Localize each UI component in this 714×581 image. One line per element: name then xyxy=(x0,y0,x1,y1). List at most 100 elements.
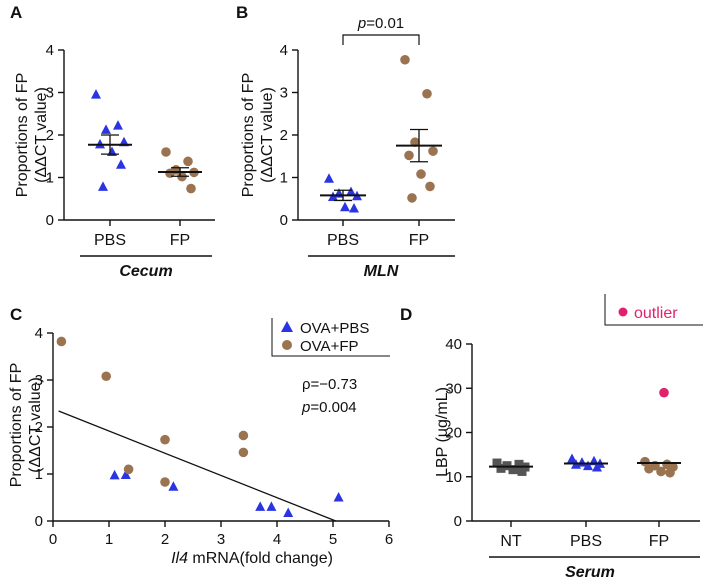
panel-b-group-label: MLN xyxy=(364,263,399,280)
data-point-nt xyxy=(492,458,502,468)
panel-b: B Proportions of FP (ΔΔCT value) 0 1 2 3 4 PB… xyxy=(236,3,455,280)
panel-c-y-tick-label: 0 xyxy=(35,513,43,530)
panel-c-ylabel-line1: Proportions of FP xyxy=(8,363,25,488)
category-label-pbs: PBS xyxy=(94,232,126,249)
panel-d-y-tick-label: 30 xyxy=(445,380,462,397)
data-point-ova-fp xyxy=(238,447,249,458)
data-point-pbs xyxy=(91,89,101,99)
panel-d-y-tick-label: 10 xyxy=(445,469,462,486)
data-point-fp xyxy=(186,183,196,194)
data-point-pbs xyxy=(101,124,111,134)
panel-a-ylabel-line1: Proportions of FP xyxy=(14,73,31,198)
panel-c-y-tick-label: 4 xyxy=(35,325,43,342)
data-point-pbs xyxy=(95,138,105,149)
sem-error-bar-pbs xyxy=(334,189,352,202)
panel-d-y-tick-label: 0 xyxy=(454,513,462,530)
panel-a-y-tick-label: 0 xyxy=(46,212,54,229)
data-point-ova-pbs xyxy=(333,492,344,502)
legend-marker-ova-fp xyxy=(282,340,292,350)
legend-marker-ova-pbs xyxy=(281,321,293,332)
panel-c-x-tick-label: 4 xyxy=(273,531,281,548)
data-point-pbs xyxy=(98,181,108,191)
data-point-fp xyxy=(183,156,193,167)
data-point-fp xyxy=(428,146,438,156)
panel-a-y-tick-label: 2 xyxy=(46,127,54,144)
data-point-ova-pbs xyxy=(255,501,266,511)
data-point-ova-pbs xyxy=(283,507,294,518)
legend-label-ova-pbs: OVA+PBS xyxy=(300,320,369,337)
category-label-fp: FP xyxy=(649,533,669,550)
legend-label-outlier: outlier xyxy=(634,305,678,322)
panel-a-letter: A xyxy=(10,3,22,22)
panel-c-y-tick-label: 3 xyxy=(35,372,43,389)
panel-c-ylabel-line2: (ΔΔCT value) xyxy=(27,377,44,473)
panel-c: C Proportions of FP (ΔΔCT value) 0 1 2 3 4 0 1… xyxy=(8,305,393,567)
panel-c-x-tick-label: 5 xyxy=(329,531,337,548)
panel-b-ylabel-line2: (ΔΔCT value) xyxy=(259,87,276,183)
panel-c-legend: OVA+PBS OVA+FP xyxy=(271,318,390,357)
data-point-ova-pbs xyxy=(109,469,120,480)
panel-d: D LBP (μg/mL) 0 10 20 30 40 NT PBS FP outlier S… xyxy=(400,294,703,581)
data-point-pbs xyxy=(116,159,126,169)
panel-b-y-tick-label: 3 xyxy=(280,85,288,102)
panel-a-group-label: Cecum xyxy=(119,263,172,280)
sem-error-bar-fp xyxy=(410,128,428,163)
panel-b-letter: B xyxy=(236,3,248,22)
category-label-pbs: PBS xyxy=(570,533,602,550)
data-point-fp xyxy=(425,181,435,192)
category-label-fp: FP xyxy=(170,232,190,249)
data-point-ova-pbs xyxy=(120,469,131,479)
data-point-ova-fp xyxy=(101,371,111,382)
data-point-nt xyxy=(517,466,527,476)
panel-c-x-tick-label: 6 xyxy=(385,531,393,548)
data-point-ova-fp xyxy=(160,477,170,487)
data-point-fp xyxy=(407,193,417,203)
panel-b-y-tick-label: 2 xyxy=(280,127,288,144)
data-point-fp xyxy=(644,463,654,474)
panel-b-y-tick-label: 1 xyxy=(280,170,288,187)
data-point-pbs xyxy=(113,120,123,130)
panel-c-y-tick-label: 2 xyxy=(35,419,43,436)
panel-b-ylabel-line1: Proportions of FP xyxy=(240,73,257,198)
sem-error-bar-pbs xyxy=(101,134,119,155)
data-point-pbs xyxy=(349,203,359,213)
panel-b-y-tick-label: 4 xyxy=(280,42,288,59)
data-point-nt xyxy=(508,465,518,475)
panel-a: A Proportions of FP (ΔΔCT value) 0 1 2 3 4 PB… xyxy=(10,3,215,280)
panel-c-x-tick-label: 3 xyxy=(217,531,225,548)
panel-c-xlabel: Il4 mRNA(fold change) xyxy=(171,550,333,567)
legend-marker-outlier xyxy=(618,307,628,317)
panel-b-significance-bracket xyxy=(342,34,420,45)
data-point-pbs xyxy=(583,460,593,471)
panel-c-x-tick-label: 2 xyxy=(161,531,169,548)
panel-c-pvalue: p=0.004 xyxy=(301,399,357,416)
category-label-fp: FP xyxy=(409,232,429,249)
data-point-fp xyxy=(422,88,432,99)
data-point-fp xyxy=(640,456,650,467)
data-point-nt xyxy=(496,463,506,473)
panel-d-group-label: Serum xyxy=(565,564,615,581)
data-point-ova-fp xyxy=(123,464,134,475)
panel-c-y-tick-label: 1 xyxy=(35,466,43,483)
panel-c-x-tick-label: 1 xyxy=(105,531,113,548)
panel-d-ylabel: LBP (μg/mL) xyxy=(434,387,451,477)
data-point-nt xyxy=(514,459,524,469)
panel-a-y-tick-label: 4 xyxy=(46,42,54,59)
data-point-pbs xyxy=(592,461,602,472)
data-point-ova-fp xyxy=(238,430,249,441)
category-label-pbs: PBS xyxy=(327,232,359,249)
panel-a-y-tick-label: 3 xyxy=(46,85,54,102)
panel-c-rho: ρ=−0.73 xyxy=(302,376,357,393)
legend-label-ova-fp: OVA+FP xyxy=(300,338,359,355)
data-point-pbs xyxy=(567,453,577,464)
data-point-fp xyxy=(400,54,410,65)
data-point-fp xyxy=(416,169,426,179)
data-point-fp xyxy=(656,466,666,477)
sem-error-bar-fp xyxy=(171,167,189,177)
panel-b-significance-label: p=0.01 xyxy=(357,15,404,32)
panel-c-x-tick-label: 0 xyxy=(49,531,57,548)
data-point-ova-fp xyxy=(160,434,170,445)
panel-d-letter: D xyxy=(400,305,412,324)
panel-d-y-tick-label: 20 xyxy=(445,425,462,442)
